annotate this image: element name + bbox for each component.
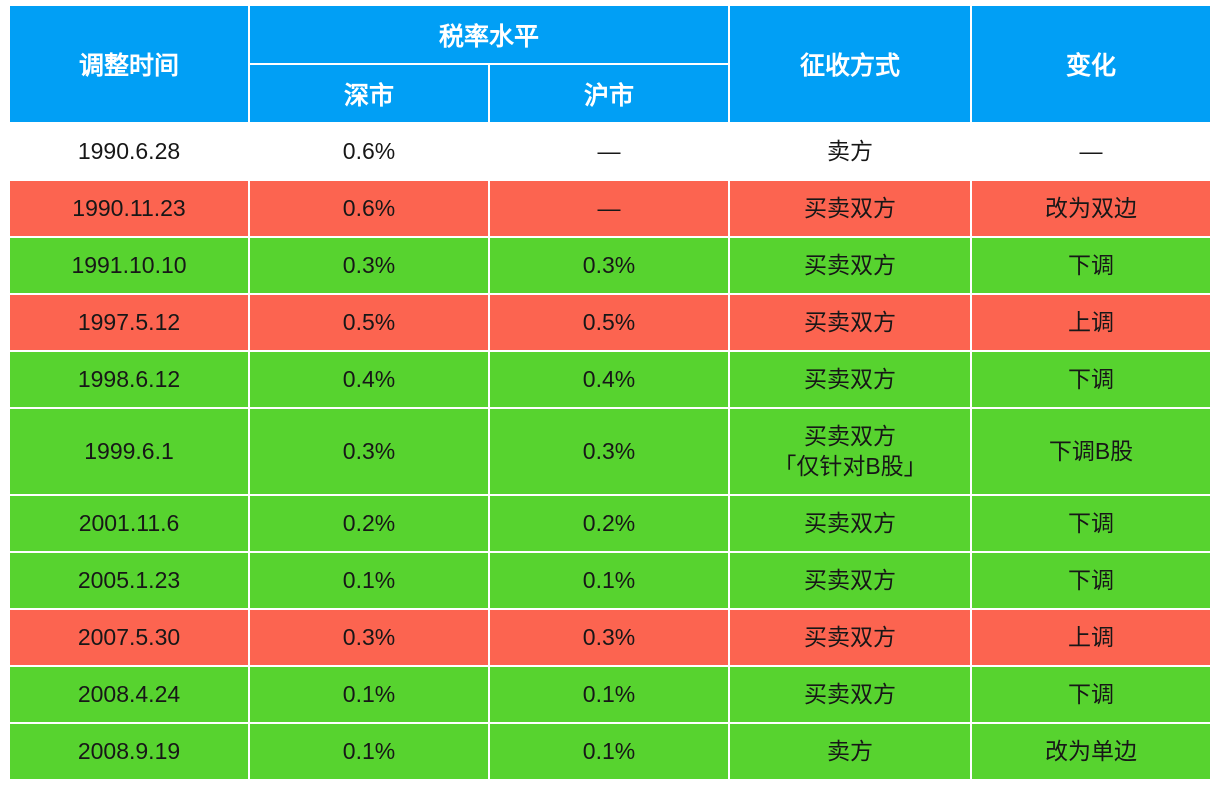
header-shenzhen-market: 深市 — [250, 65, 488, 122]
cell-shenzhen-rate: 0.1% — [342, 737, 396, 764]
cell-change: 下调B股 — [1048, 437, 1134, 464]
cell-shanghai-rate: 0.3% — [582, 251, 636, 278]
cell-shenzhen-rate: 0.1% — [342, 566, 396, 593]
header-tax-level-group: 税率水平 — [250, 6, 729, 63]
cell-shenzhen-rate: 0.4% — [342, 365, 396, 392]
cell-shanghai-rate: 0.1% — [582, 680, 636, 707]
cell-shanghai-rate: 0.1% — [582, 737, 636, 764]
cell-collection-method: 买卖双方 「仅针对B股」 — [773, 422, 927, 479]
cell-collection-method: 卖方 — [827, 137, 874, 164]
table-row: 2001.11.6 0.2% 0.2% 买卖双方 下调 — [10, 496, 1211, 551]
cell-shenzhen-rate: 0.3% — [342, 437, 396, 464]
cell-collection-method: 买卖双方 — [804, 308, 897, 335]
cell-shenzhen-rate: 0.2% — [342, 509, 396, 536]
cell-adjust-date: 1990.6.28 — [77, 137, 181, 164]
cell-change: 下调 — [1068, 680, 1115, 707]
cell-adjust-date: 1997.5.12 — [77, 308, 181, 335]
cell-collection-method: 买卖双方 — [804, 509, 897, 536]
cell-collection-method: 买卖双方 — [804, 623, 897, 650]
cell-collection-method: 买卖双方 — [804, 365, 897, 392]
cell-change: 上调 — [1068, 623, 1115, 650]
cell-change: 改为双边 — [1045, 194, 1138, 221]
cell-shanghai-rate: 0.3% — [582, 437, 636, 464]
table-row: 1990.11.23 0.6% — 买卖双方 改为双边 — [10, 181, 1211, 236]
cell-adjust-date: 1991.10.10 — [71, 251, 187, 278]
table-row: 2005.1.23 0.1% 0.1% 买卖双方 下调 — [10, 553, 1211, 608]
cell-adjust-date: 2008.9.19 — [77, 737, 181, 764]
header-shanghai-market: 沪市 — [490, 65, 729, 122]
cell-shanghai-rate: — — [597, 194, 621, 221]
cell-shenzhen-rate: 0.3% — [342, 623, 396, 650]
header-row-group: 调整时间 税率水平 征收方式 变化 — [10, 6, 1211, 122]
cell-shenzhen-rate: 0.5% — [342, 308, 396, 335]
header-row-sub: 深市 沪市 — [10, 65, 1210, 122]
table-row: 1999.6.1 0.3% 0.3% 买卖双方 「仅针对B股」 下调B股 — [10, 409, 1211, 494]
cell-adjust-date: 2008.4.24 — [77, 680, 181, 707]
table-row: 1991.10.10 0.3% 0.3% 买卖双方 下调 — [10, 238, 1211, 293]
cell-shanghai-rate: 0.3% — [582, 623, 636, 650]
cell-adjust-date: 1990.11.23 — [72, 194, 186, 221]
cell-adjust-date: 1998.6.12 — [77, 365, 181, 392]
header-adjust-time: 调整时间 — [10, 6, 248, 122]
cell-shenzhen-rate: 0.6% — [342, 137, 396, 164]
table-body: 1990.6.28 0.6% — 卖方 — 1990.11.23 0.6% — … — [10, 124, 1211, 779]
header-collection-method: 征收方式 — [730, 6, 971, 122]
cell-shanghai-rate: 0.4% — [582, 365, 636, 392]
cell-adjust-date: 2001.11.6 — [78, 509, 180, 536]
cell-collection-method: 买卖双方 — [804, 566, 897, 593]
table-row: 2008.9.19 0.1% 0.1% 卖方 改为单边 — [10, 724, 1211, 779]
cell-change: — — [1079, 137, 1103, 164]
table-row: 1997.5.12 0.5% 0.5% 买卖双方 上调 — [10, 295, 1211, 350]
cell-change: 下调 — [1068, 251, 1115, 278]
cell-shenzhen-rate: 0.3% — [342, 251, 396, 278]
header-change: 变化 — [972, 6, 1211, 122]
table-row: 1998.6.12 0.4% 0.4% 买卖双方 下调 — [10, 352, 1211, 407]
cell-change: 上调 — [1068, 308, 1115, 335]
stamp-tax-rate-table: 调整时间 税率水平 征收方式 变化 深市 沪市 1990.6.28 0.6% —… — [8, 4, 1212, 781]
cell-shenzhen-rate: 0.6% — [342, 194, 396, 221]
cell-shenzhen-rate: 0.1% — [342, 680, 396, 707]
cell-adjust-date: 2005.1.23 — [77, 566, 181, 593]
cell-change: 下调 — [1068, 566, 1115, 593]
cell-collection-method: 买卖双方 — [804, 680, 897, 707]
cell-change: 下调 — [1068, 509, 1115, 536]
cell-shanghai-rate: 0.1% — [582, 566, 636, 593]
cell-change: 下调 — [1068, 365, 1115, 392]
cell-collection-method: 买卖双方 — [804, 194, 897, 221]
table-header: 调整时间 税率水平 征收方式 变化 深市 沪市 — [10, 6, 1211, 122]
cell-adjust-date: 2007.5.30 — [77, 623, 181, 650]
cell-shanghai-rate: — — [597, 137, 621, 164]
table-row: 2008.4.24 0.1% 0.1% 买卖双方 下调 — [10, 667, 1211, 722]
table-row: 2007.5.30 0.3% 0.3% 买卖双方 上调 — [10, 610, 1211, 665]
cell-adjust-date: 1999.6.1 — [84, 437, 174, 464]
cell-collection-method: 买卖双方 — [804, 251, 897, 278]
cell-shanghai-rate: 0.2% — [582, 509, 636, 536]
cell-shanghai-rate: 0.5% — [582, 308, 636, 335]
cell-collection-method: 卖方 — [827, 737, 874, 764]
cell-change: 改为单边 — [1045, 737, 1138, 764]
table-row: 1990.6.28 0.6% — 卖方 — — [10, 124, 1211, 179]
